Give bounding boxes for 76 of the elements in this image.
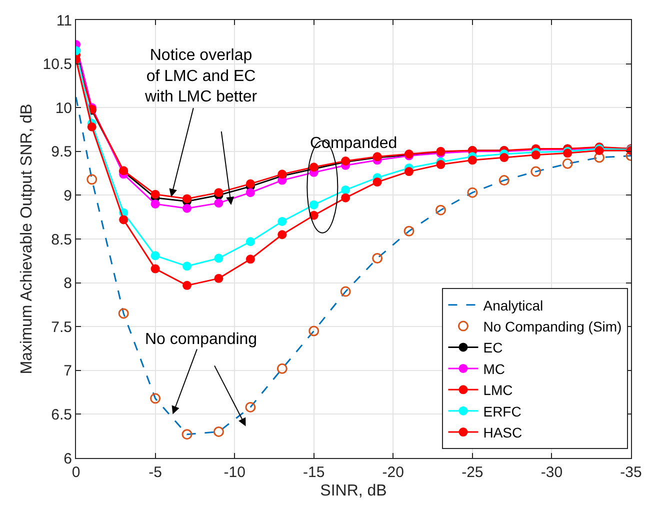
x-tick-label: -35 (620, 464, 642, 481)
point (340, 286, 351, 297)
point (182, 204, 192, 213)
point (467, 187, 478, 198)
point (530, 166, 542, 177)
y-tick-label: 7.5 (51, 318, 72, 336)
point (214, 188, 224, 198)
legend-label: ERFC (483, 403, 522, 420)
point (498, 175, 510, 186)
point (404, 167, 414, 176)
x-tick-label: -25 (462, 464, 484, 481)
legend-label: No Companding (Sim) (483, 318, 622, 334)
point (372, 253, 383, 264)
y-tick-label: 6.5 (51, 406, 72, 424)
point (436, 160, 446, 170)
x-tick-label: -20 (382, 464, 404, 481)
point (278, 216, 287, 226)
point (245, 402, 256, 412)
point (214, 274, 224, 283)
point (214, 254, 224, 263)
legend-label: MC (483, 360, 506, 377)
y-tick-label: 10.5 (42, 56, 72, 74)
point (150, 393, 161, 404)
point (372, 178, 382, 187)
y-tick-label: 7 (64, 362, 72, 380)
point (213, 426, 224, 437)
annotation: No companding (145, 331, 258, 348)
point (309, 200, 318, 210)
y-tick-label: 11 (56, 12, 72, 30)
legend-label: EC (483, 340, 503, 356)
point (150, 251, 160, 260)
x-tick-label: -10 (224, 464, 246, 481)
point (404, 226, 414, 236)
point (594, 152, 605, 163)
x-tick-label: -30 (540, 464, 563, 481)
y-tick-label: 8.5 (51, 231, 72, 248)
point (182, 262, 192, 271)
point (435, 204, 446, 216)
x-tick-label: 0 (72, 464, 80, 481)
point (118, 308, 129, 319)
point (500, 153, 509, 162)
point (246, 254, 255, 264)
point (182, 194, 192, 204)
point (562, 158, 573, 169)
x-tick-label: -15 (303, 464, 325, 481)
legend-label: LMC (483, 382, 513, 398)
point (182, 280, 192, 290)
legend-label: Analytical (483, 297, 544, 314)
point (278, 230, 287, 240)
annotation: Notice overlap of LMC and EC with LMC better (144, 47, 258, 106)
point (341, 193, 350, 202)
y-tick-label: 6 (64, 450, 72, 468)
point (468, 156, 477, 165)
y-tick-label: 8 (64, 275, 72, 292)
point (308, 326, 320, 336)
y-tick-label: 9 (64, 187, 72, 204)
point (150, 264, 160, 274)
point (246, 237, 255, 246)
point (276, 363, 288, 374)
x-tick-label: -5 (148, 464, 162, 481)
point (341, 185, 350, 194)
point (214, 198, 224, 208)
point (150, 199, 160, 208)
point (87, 122, 96, 132)
point (182, 429, 192, 440)
point (531, 150, 540, 160)
point (150, 190, 160, 199)
y-tick-label: 9.5 (51, 144, 72, 161)
y-tick-label: 10 (55, 100, 72, 117)
point (246, 188, 255, 198)
y-axis-title: Maximum Achievable Output SNR, dB (18, 104, 36, 374)
x-axis-title: SINR, dB (320, 482, 387, 500)
point (246, 179, 255, 188)
point (119, 215, 128, 224)
point (86, 174, 98, 185)
legend-label: HASC (483, 424, 522, 440)
